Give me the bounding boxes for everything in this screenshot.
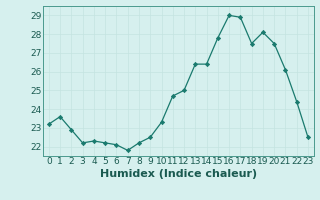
X-axis label: Humidex (Indice chaleur): Humidex (Indice chaleur): [100, 169, 257, 179]
